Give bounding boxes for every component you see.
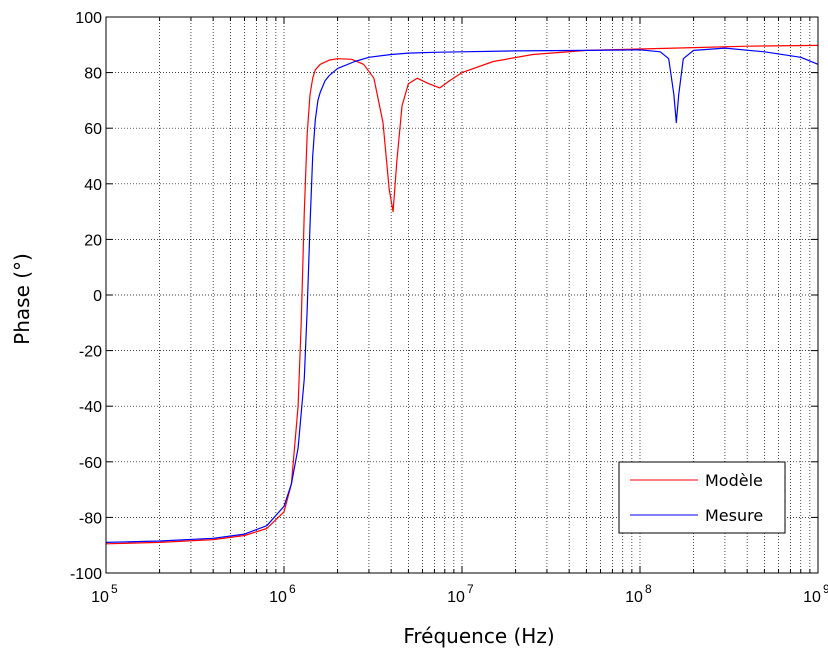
- x-tick-label: 10: [269, 589, 287, 606]
- axis-ticks: [106, 16, 818, 574]
- legend-label-modele: Modèle: [705, 471, 763, 490]
- legend-box: [618, 461, 786, 534]
- y-tick-labels: 100 80 60 40 20 0 -20 -40 -60 -80 -100: [70, 10, 102, 583]
- y-tick-label: -100: [70, 566, 102, 583]
- x-tick-exponent: 5: [111, 582, 118, 596]
- x-tick-labels: 10 5 10 6 10 7 10 8 10 9: [91, 582, 828, 606]
- legend-label-mesure: Mesure: [705, 506, 763, 525]
- y-tick-label: -60: [79, 455, 102, 472]
- x-tick-exponent: 8: [645, 582, 652, 596]
- x-tick-exponent: 6: [289, 582, 296, 596]
- y-tick-label: -40: [79, 399, 102, 416]
- x-tick-label: 10: [625, 589, 643, 606]
- series-lines: [105, 44, 819, 545]
- x-tick-exponent: 7: [467, 582, 474, 596]
- y-tick-label: 0: [93, 288, 102, 305]
- y-tick-label: 100: [75, 10, 102, 27]
- y-axis-label: Phase (°): [10, 253, 34, 345]
- x-tick-label: 10: [803, 589, 821, 606]
- series-line-mesure: [105, 47, 819, 543]
- y-tick-label: -80: [79, 510, 102, 527]
- x-tick-exponent: 9: [823, 582, 828, 596]
- x-tick-label: 10: [447, 589, 465, 606]
- y-tick-label: 40: [84, 177, 102, 194]
- x-axis-label: Fréquence (Hz): [403, 624, 554, 648]
- legend: Modèle Mesure: [618, 461, 786, 534]
- y-tick-label: 20: [84, 232, 102, 249]
- y-tick-label: -20: [79, 344, 102, 361]
- series-line-modele: [105, 44, 819, 545]
- y-tick-label: 60: [84, 121, 102, 138]
- y-tick-label: 80: [84, 66, 102, 83]
- x-tick-label: 10: [91, 589, 109, 606]
